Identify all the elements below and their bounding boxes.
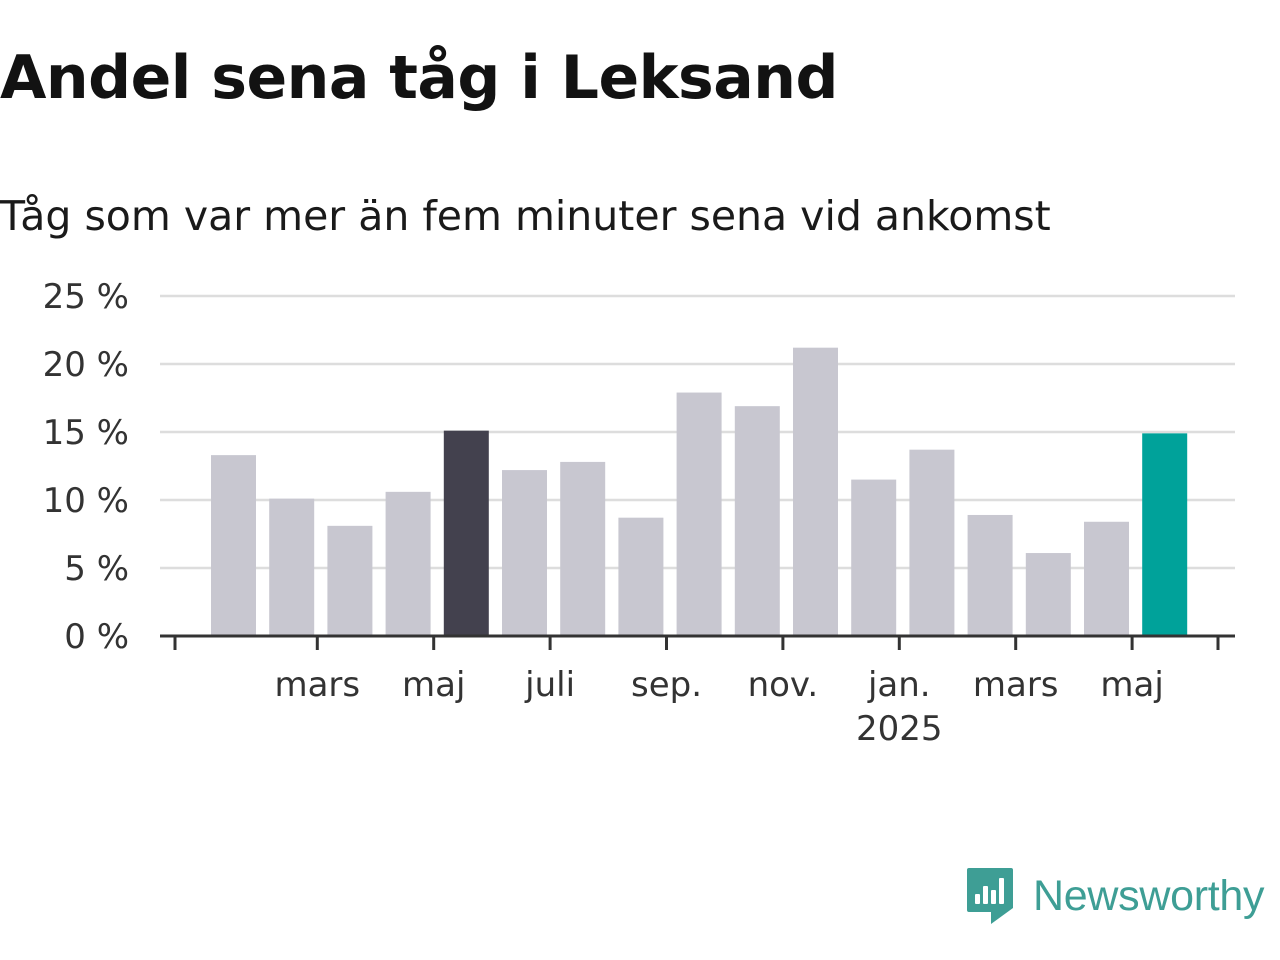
bar bbox=[618, 517, 664, 636]
x-tick-label: jan. bbox=[867, 665, 931, 705]
bar bbox=[793, 347, 838, 636]
newsworthy-chart-icon bbox=[967, 868, 1013, 924]
y-tick-label: 25 % bbox=[43, 277, 129, 317]
bar bbox=[734, 406, 780, 636]
x-tick-label: mars bbox=[973, 665, 1059, 705]
x-tick-label: nov. bbox=[748, 665, 819, 705]
bar bbox=[385, 491, 431, 636]
bars bbox=[211, 347, 1188, 636]
x-tick-label: mars bbox=[274, 665, 360, 705]
bar bbox=[851, 479, 897, 636]
bar bbox=[211, 455, 256, 636]
x-tick-label: juli bbox=[524, 665, 575, 705]
bar bbox=[269, 498, 315, 636]
bar bbox=[909, 449, 955, 636]
x-tick-label: maj bbox=[1100, 665, 1163, 705]
bar bbox=[967, 514, 1013, 636]
bar bbox=[327, 525, 373, 636]
chart-subtitle: Tåg som var mer än fem minuter sena vid … bbox=[0, 192, 1051, 240]
y-tick-label: 20 % bbox=[43, 345, 129, 385]
logo-text: Newsworthy bbox=[1033, 872, 1265, 920]
x-tick-label: maj bbox=[402, 665, 465, 705]
bar bbox=[560, 461, 606, 636]
x-tick-sublabel: 2025 bbox=[856, 709, 943, 749]
y-tick-label: 10 % bbox=[43, 481, 129, 521]
x-axis bbox=[160, 634, 1235, 650]
bar bbox=[676, 392, 722, 636]
bar bbox=[1025, 553, 1071, 636]
bar bbox=[502, 470, 547, 636]
newsworthy-logo: Newsworthy bbox=[965, 866, 1264, 926]
bar-chart: 0 % 5 % 10 % 15 % 20 % 25 % mars maj juli sep. no… bbox=[43, 277, 1235, 749]
chart-title: Andel sena tåg i Leksand bbox=[0, 43, 838, 113]
bar bbox=[1084, 521, 1129, 636]
x-axis-labels: mars maj juli sep. nov. jan.2025 mars maj bbox=[274, 665, 1163, 749]
bar bbox=[1142, 433, 1188, 636]
y-tick-label: 5 % bbox=[64, 549, 129, 589]
x-tick-label: sep. bbox=[631, 665, 702, 705]
y-tick-label: 15 % bbox=[43, 413, 129, 453]
bar bbox=[443, 430, 489, 636]
y-tick-label: 0 % bbox=[64, 617, 129, 657]
y-axis-labels: 0 % 5 % 10 % 15 % 20 % 25 % bbox=[43, 277, 129, 657]
